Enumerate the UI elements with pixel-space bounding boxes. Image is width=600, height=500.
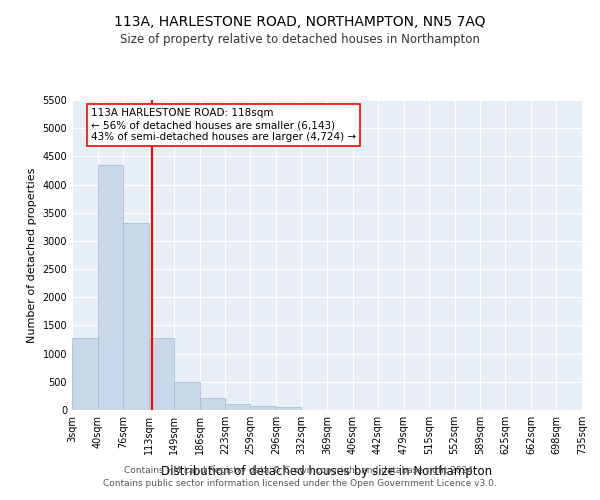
Bar	[174, 382, 199, 410]
Bar	[225, 404, 250, 410]
Text: Contains HM Land Registry data © Crown copyright and database right 2024.
Contai: Contains HM Land Registry data © Crown c…	[103, 466, 497, 487]
Bar	[250, 406, 276, 410]
Text: Size of property relative to detached houses in Northampton: Size of property relative to detached ho…	[120, 32, 480, 46]
X-axis label: Distribution of detached houses by size in Northampton: Distribution of detached houses by size …	[161, 466, 493, 478]
Bar	[199, 398, 225, 410]
Bar	[98, 165, 123, 410]
Bar	[149, 338, 174, 410]
Bar	[72, 338, 98, 410]
Text: 113A, HARLESTONE ROAD, NORTHAMPTON, NN5 7AQ: 113A, HARLESTONE ROAD, NORTHAMPTON, NN5 …	[114, 15, 486, 29]
Bar	[123, 224, 149, 410]
Bar	[276, 407, 301, 410]
Y-axis label: Number of detached properties: Number of detached properties	[27, 168, 37, 342]
Text: 113A HARLESTONE ROAD: 118sqm
← 56% of detached houses are smaller (6,143)
43% of: 113A HARLESTONE ROAD: 118sqm ← 56% of de…	[91, 108, 356, 142]
